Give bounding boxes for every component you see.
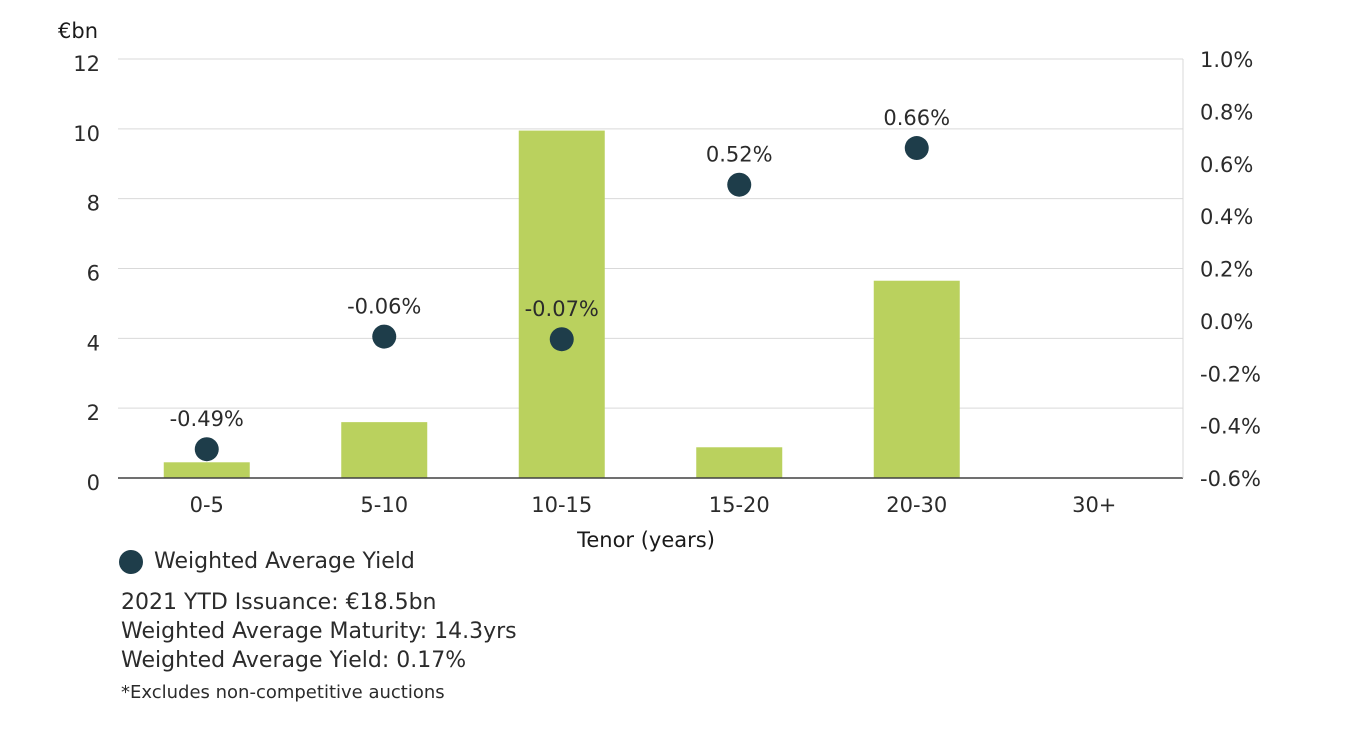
y-tick-label: 4 — [87, 331, 100, 355]
y2-tick-label: 0.2% — [1200, 258, 1253, 282]
y2-tick-label: -0.2% — [1200, 362, 1261, 386]
x-tick-label: 15-20 — [709, 493, 770, 517]
y2-tick-label: 0.8% — [1200, 100, 1253, 124]
issuance-note: 2021 YTD Issuance: €18.5bn — [121, 590, 437, 615]
y2-tick-label: 0.0% — [1200, 310, 1253, 334]
bar-series — [163, 130, 960, 478]
legend-label-yield: Weighted Average Yield — [154, 549, 415, 574]
y2-tick-label: 0.6% — [1200, 153, 1253, 177]
yield-label-15-20: 0.52% — [706, 143, 773, 167]
yield-label-20-30: 0.66% — [883, 106, 950, 130]
y2-tick-label: 1.0% — [1200, 48, 1253, 72]
x-axis-ticks: 0-5 5-10 10-15 15-20 20-30 30+ — [190, 493, 1117, 517]
bar-5-10 — [341, 422, 428, 478]
y-tick-label: 2 — [87, 401, 100, 425]
footnote: *Excludes non-competitive auctions — [121, 682, 445, 703]
yield-label-10-15: -0.07% — [525, 297, 599, 321]
summary-notes: 2021 YTD Issuance: €18.5bn Weighted Aver… — [121, 588, 517, 705]
yield-label-0-5: -0.49% — [170, 407, 244, 431]
legend: Weighted Average Yield — [119, 549, 415, 574]
yield-point-15-20 — [727, 172, 752, 197]
gridlines — [118, 58, 1183, 409]
yield-point-20-30 — [904, 136, 929, 161]
yield-point-5-10 — [372, 324, 397, 349]
x-tick-label: 10-15 — [531, 493, 592, 517]
x-tick-label: 20-30 — [886, 493, 947, 517]
x-tick-label: 5-10 — [360, 493, 408, 517]
legend-swatch-yield — [119, 549, 143, 574]
bar-15-20 — [696, 447, 783, 478]
y2-axis-ticks: -0.6% -0.4% -0.2% 0.0% 0.2% 0.4% 0.6% 0.8% 1.0% — [1200, 48, 1261, 491]
y-tick-label: 12 — [73, 52, 100, 76]
y-axis-ticks: 0 2 4 6 8 10 12 — [73, 52, 100, 495]
x-tick-label: 0-5 — [190, 493, 224, 517]
y2-tick-label: -0.6% — [1200, 467, 1261, 491]
yield-point-10-15 — [549, 327, 574, 352]
yield-series: -0.49% -0.06% -0.07% 0.52% 0.66% — [170, 106, 950, 462]
maturity-note: Weighted Average Maturity: 14.3yrs — [121, 619, 517, 644]
yield-label-5-10: -0.06% — [347, 295, 421, 319]
x-tick-label: 30+ — [1072, 493, 1116, 517]
bar-0-5 — [163, 462, 250, 478]
x-axis-title: Tenor (years) — [576, 528, 715, 552]
y-tick-label: 8 — [87, 192, 100, 216]
y-axis-title: €bn — [58, 19, 98, 43]
bar-20-30 — [873, 280, 960, 478]
bar-10-15 — [518, 130, 605, 478]
yield-note: Weighted Average Yield: 0.17% — [121, 648, 467, 673]
y-tick-label: 10 — [73, 122, 100, 146]
y2-tick-label: -0.4% — [1200, 415, 1261, 439]
yield-point-0-5 — [194, 437, 219, 462]
tenor-issuance-chart: €bn 0 2 4 6 8 10 12 -0.6% -0.4% -0.2% 0.0% 0.2% 0.4… — [58, 19, 1261, 552]
y2-tick-label: 0.4% — [1200, 205, 1253, 229]
y-tick-label: 6 — [87, 262, 100, 286]
y-tick-label: 0 — [87, 471, 100, 495]
